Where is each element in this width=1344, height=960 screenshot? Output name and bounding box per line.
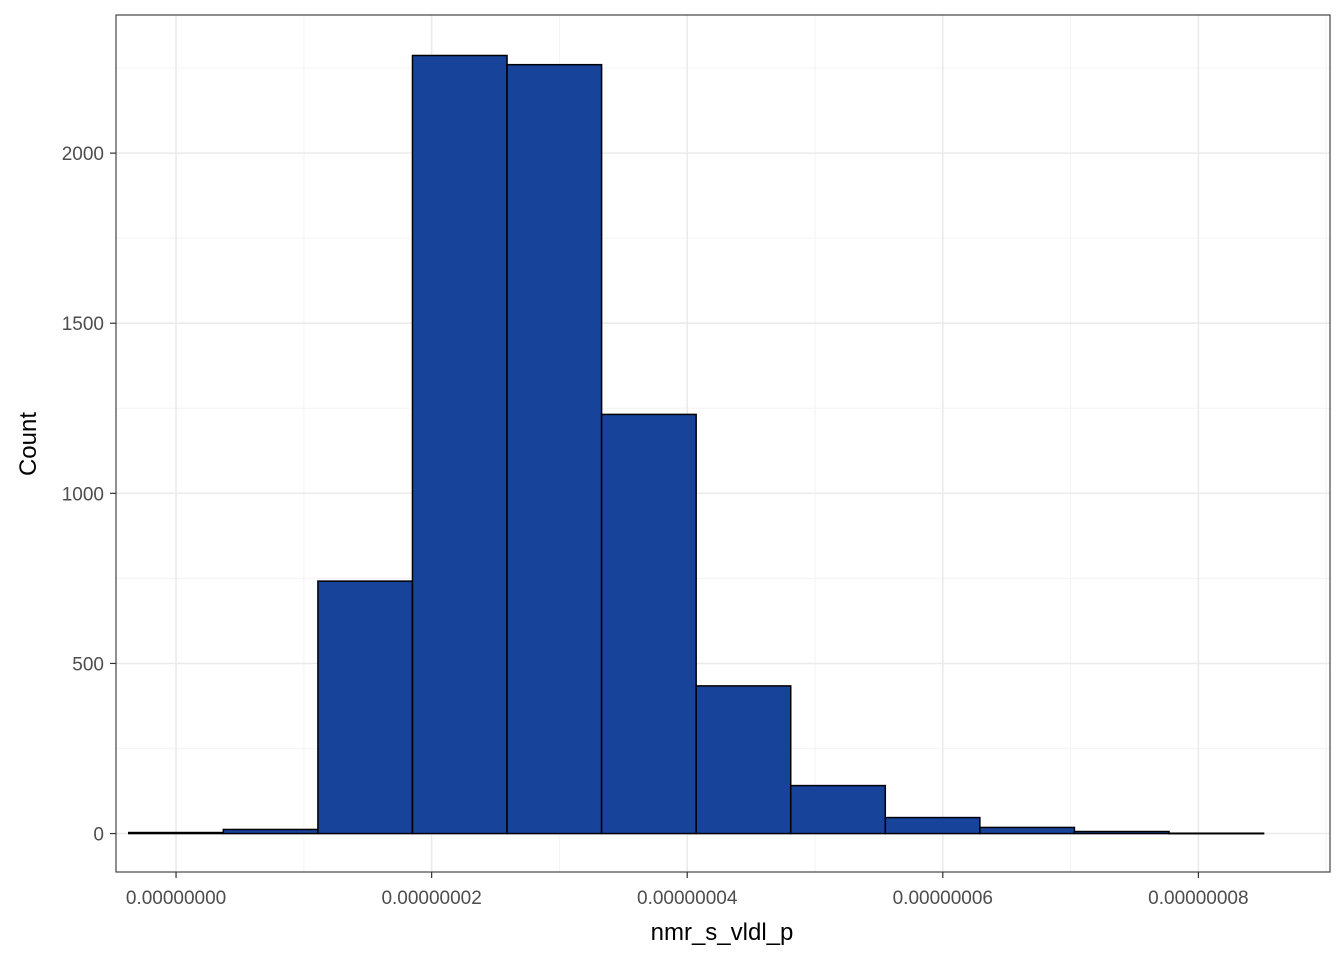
x-tick-label: 0.00000000 <box>126 888 226 909</box>
histogram-bar <box>789 784 887 835</box>
y-tick-label: 1500 <box>62 314 104 335</box>
grid-lines <box>116 15 1330 872</box>
x-tick-label: 0.00000004 <box>637 888 738 909</box>
x-tick-label: 0.00000008 <box>1148 888 1248 909</box>
x-axis-title: nmr_s_vldl_p <box>651 919 794 946</box>
histogram-bar <box>1168 832 1265 835</box>
y-axis-title: Count <box>15 412 42 476</box>
histogram-bar <box>317 580 414 835</box>
y-tick-label: 0 <box>93 825 104 846</box>
histogram-bars <box>128 54 1265 835</box>
histogram-bar <box>1073 830 1170 835</box>
y-tick-label: 2000 <box>62 144 104 165</box>
histogram-bar <box>600 413 697 835</box>
histogram-bar <box>884 816 981 835</box>
histogram-bar <box>411 54 508 835</box>
y-axis: 0 500 1000 1500 2000 <box>62 144 116 846</box>
y-tick-label: 500 <box>72 654 104 675</box>
y-tick-label: 1000 <box>62 484 104 505</box>
panel-border <box>115 14 1331 873</box>
x-axis: 0.00000000 0.00000002 0.00000004 0.00000006… <box>126 872 1249 909</box>
histogram-bar <box>979 826 1076 835</box>
histogram-bar <box>695 685 792 835</box>
histogram-bar <box>506 63 603 835</box>
x-tick-label: 0.00000002 <box>381 888 481 909</box>
x-tick-label: 0.00000006 <box>893 888 993 909</box>
histogram-bar <box>128 831 225 835</box>
histogram-bar <box>222 828 319 835</box>
